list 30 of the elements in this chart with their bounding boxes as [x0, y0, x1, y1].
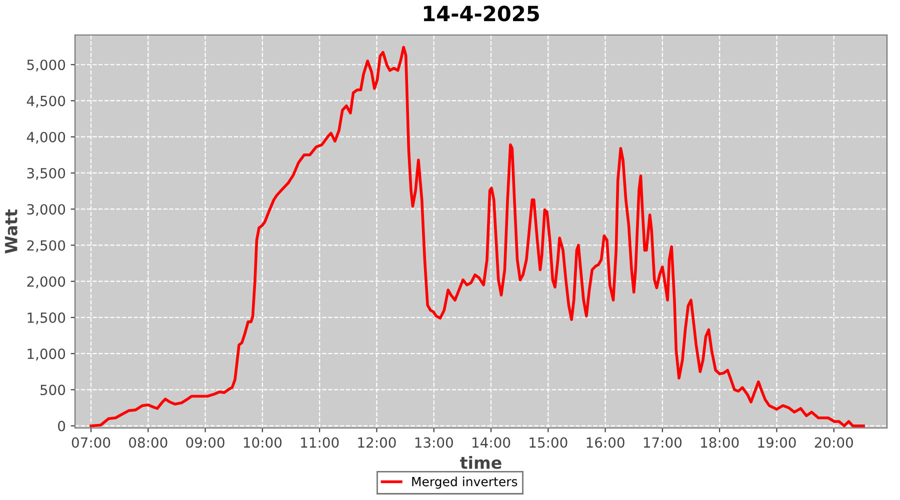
- x-tick-label: 19:00: [758, 437, 796, 448]
- x-tick-label: 09:00: [186, 437, 224, 448]
- y-tick-label: 3,000: [27, 204, 66, 216]
- legend-label: Merged inverters: [412, 476, 518, 489]
- y-tick-label: 500: [40, 384, 66, 396]
- x-tick-label: 10:00: [244, 437, 282, 448]
- x-tick-label: 16:00: [586, 437, 624, 448]
- y-tick-label: 0: [58, 420, 66, 432]
- x-tick-label: 20:00: [814, 437, 853, 448]
- x-tick-label: 11:00: [301, 437, 339, 448]
- x-tick-label: 07:00: [72, 437, 110, 448]
- y-tick-label: 1,000: [28, 348, 66, 360]
- y-tick-label: 2,000: [27, 276, 66, 288]
- line-series: [90, 46, 865, 428]
- y-tick-label: 4,500: [26, 96, 66, 108]
- x-tick-label: 14:00: [472, 437, 510, 448]
- y-tick-label: 2,500: [27, 240, 66, 252]
- x-axis-title: time: [460, 456, 502, 469]
- x-tick-label: 12:00: [358, 437, 396, 448]
- y-axis-title: Watt: [5, 209, 18, 254]
- x-tick-label: 15:00: [530, 437, 568, 448]
- x-tick-label: 18:00: [701, 437, 739, 448]
- y-tick-label: 4,000: [26, 132, 66, 144]
- y-tick-label: 1,500: [28, 312, 66, 324]
- x-tick-label: 13:00: [415, 437, 453, 448]
- chart-title: 14-4-2025: [424, 6, 539, 22]
- x-tick-label: 17:00: [644, 437, 682, 448]
- x-tick-label: 08:00: [129, 437, 168, 448]
- y-tick-label: 5,000: [27, 60, 66, 72]
- y-tick-label: 3,500: [27, 168, 66, 180]
